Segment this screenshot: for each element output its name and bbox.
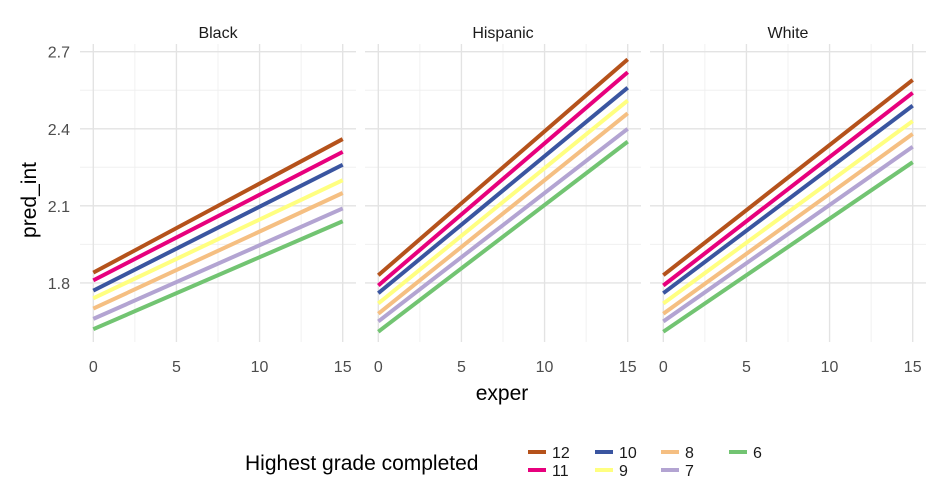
series-line-grade-11 [377, 70, 629, 288]
facet-panel-white: White 0 5 10 15 [650, 25, 926, 376]
facet-label: White [768, 25, 809, 42]
series-line-grade-6 [92, 219, 344, 331]
x-tick-label: 10 [821, 359, 839, 376]
facet-label: Hispanic [472, 25, 533, 42]
x-tick-label: 5 [742, 359, 751, 376]
legend-label: 11 [552, 463, 569, 480]
y-tick-label: 2.7 [48, 45, 70, 62]
series-line-grade-10 [92, 162, 344, 293]
series-line-grade-11 [662, 91, 914, 288]
x-tick-label: 15 [619, 359, 637, 376]
x-tick-label: 0 [89, 359, 98, 376]
facet-label: Black [198, 25, 238, 42]
legend-label: 9 [619, 463, 628, 480]
series-line-grade-12 [376, 57, 630, 277]
series-line-grade-8 [92, 191, 344, 311]
series-line-grade-10 [662, 104, 914, 295]
series-line-grade-11 [92, 150, 344, 283]
series-line-grade-8 [662, 132, 914, 316]
x-tick-label: 5 [457, 359, 466, 376]
series-line-grade-7 [92, 206, 344, 321]
y-axis-title: pred_int [18, 162, 41, 238]
series-line-grade-12 [662, 78, 914, 277]
series-line-grade-9 [377, 98, 629, 306]
y-tick-label: 2.4 [48, 122, 70, 139]
series-line-grade-9 [92, 178, 344, 301]
series-line-grade-10 [377, 86, 629, 295]
x-tick-label: 15 [334, 359, 352, 376]
series-line-grade-8 [377, 111, 629, 316]
legend-label: 7 [685, 463, 694, 480]
x-tick-label: 15 [904, 359, 922, 376]
y-tick-label: 1.8 [48, 276, 70, 293]
series-line-grade-12 [92, 137, 344, 275]
legend-label: 12 [552, 445, 570, 462]
x-tick-label: 10 [251, 359, 269, 376]
legend-label: 8 [685, 445, 694, 462]
series-line-grade-6 [377, 140, 629, 334]
x-axis-title: exper [476, 382, 529, 405]
facet-panel-hispanic: Hispanic 0 5 10 15 [365, 25, 641, 376]
x-tick-label: 10 [536, 359, 554, 376]
facet-panel-black: Black 0 5 10 15 1.8 2.1 2.4 2.7 [48, 25, 356, 376]
series-line-grade-7 [377, 127, 629, 324]
x-tick-label: 0 [374, 359, 383, 376]
series-line-grade-6 [662, 160, 914, 334]
x-tick-label: 0 [659, 359, 668, 376]
x-tick-label: 5 [172, 359, 181, 376]
series-line-grade-9 [662, 119, 914, 306]
series-line-grade-7 [662, 145, 914, 324]
legend-label: 10 [619, 445, 637, 462]
y-tick-label: 2.1 [48, 199, 70, 216]
legend-label: 6 [753, 445, 762, 462]
legend-title: Highest grade completed [245, 452, 478, 475]
